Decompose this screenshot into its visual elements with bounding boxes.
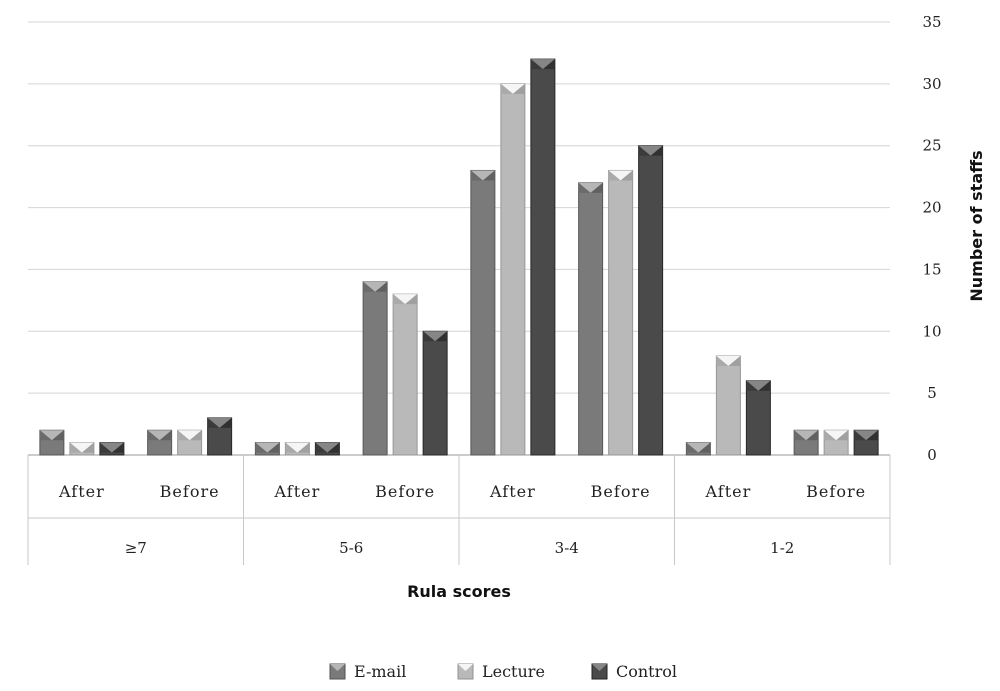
bar-control-3 [314, 442, 340, 456]
x-subcategory-label: Before [160, 482, 220, 501]
y-tick-label: 15 [922, 260, 941, 278]
y-tick-label: 25 [922, 137, 941, 155]
y-tick-label: 30 [922, 75, 941, 93]
x-group-label: ≥7 [125, 539, 147, 557]
legend-label: E-mail [354, 662, 406, 681]
legend: E-mail Lecture Control [329, 662, 677, 681]
legend-item-e-mail: E-mail [329, 662, 406, 681]
bar-e-mail-1 [39, 429, 65, 456]
y-tick-label: 5 [927, 384, 937, 402]
bar-control-2 [207, 417, 233, 456]
bar-control-6 [638, 145, 664, 456]
legend-item-lecture: Lecture [457, 662, 545, 681]
bar-e-mail-3 [254, 442, 280, 456]
bar-e-mail-4 [362, 281, 388, 456]
x-subcategory-label: After [705, 482, 752, 501]
x-axis: After Before After Before After Before After Be… [27, 455, 891, 565]
legend-label: Control [616, 662, 677, 681]
y-tick-label: 10 [922, 322, 941, 340]
y-tick-label: 0 [927, 446, 937, 464]
bar-control-8 [853, 429, 879, 456]
bar-control-7 [745, 380, 771, 456]
bar-e-mail-8 [793, 429, 819, 456]
x-subcategory-label: Before [375, 482, 435, 501]
y-tick-label: 20 [922, 199, 941, 217]
bar-control-5 [530, 58, 556, 456]
x-axis-title: Rula scores [407, 582, 511, 601]
bar-lecture-3 [284, 442, 310, 456]
bar-e-mail-7 [685, 442, 711, 456]
bar-control-1 [99, 442, 125, 456]
x-group-label: 1-2 [770, 539, 794, 557]
x-subcategory-label: After [58, 482, 105, 501]
legend-item-control: Control [591, 662, 677, 681]
x-subcategory-label: After [489, 482, 536, 501]
x-subcategory-label: Before [591, 482, 651, 501]
bar-e-mail-2 [147, 429, 173, 456]
bars [39, 58, 879, 456]
legend-label: Lecture [482, 662, 545, 681]
gridlines [28, 21, 890, 456]
x-subcategory-label: Before [806, 482, 866, 501]
bar-lecture-1 [69, 442, 95, 456]
bar-lecture-4 [392, 293, 418, 456]
x-subcategory-label: After [274, 482, 321, 501]
bar-e-mail-6 [578, 182, 604, 456]
y-tick-labels: 0 5 10 15 20 25 30 35 [922, 13, 941, 464]
bar-lecture-2 [177, 429, 203, 456]
bar-lecture-5 [500, 83, 526, 456]
bar-lecture-7 [715, 355, 741, 456]
bar-lecture-8 [823, 429, 849, 456]
y-tick-label: 35 [922, 13, 941, 31]
x-group-label: 3-4 [555, 539, 579, 557]
x-group-label: 5-6 [339, 539, 363, 557]
bar-e-mail-5 [470, 169, 496, 456]
y-axis-title: Number of staffs [967, 150, 986, 301]
bar-lecture-6 [608, 169, 634, 456]
bar-control-4 [422, 330, 448, 456]
